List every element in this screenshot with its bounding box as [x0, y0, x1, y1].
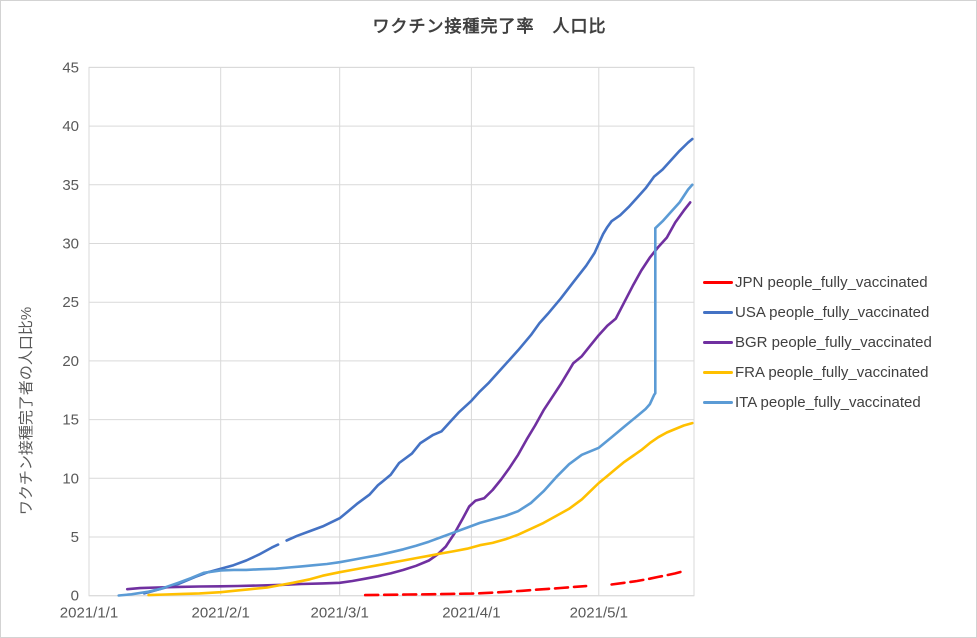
legend-label-jpn: JPN people_fully_vaccinated — [735, 273, 928, 291]
jpn-line-swatch-icon — [703, 280, 733, 284]
chart-title: ワクチン接種完了率 人口比 — [372, 17, 607, 36]
bgr-line-swatch-icon — [703, 340, 733, 344]
y-tick-label: 45 — [62, 59, 79, 76]
legend-label-ita: ITA people_fully_vaccinated — [735, 393, 921, 411]
legend: JPN people_fully_vaccinated USA people_f… — [703, 267, 976, 417]
series-line-jpn — [363, 570, 683, 597]
series-line-usa — [142, 137, 694, 595]
x-tick-label: 2021/2/1 — [192, 605, 250, 622]
y-tick-label: 25 — [62, 294, 79, 311]
ita-line-swatch-icon — [703, 400, 733, 404]
y-tick-label: 5 — [71, 529, 79, 546]
legend-item-bgr: BGR people_fully_vaccinated — [703, 327, 976, 357]
y-tick-label: 10 — [62, 470, 79, 487]
series-line-fra — [147, 421, 694, 597]
y-tick-label: 40 — [62, 118, 79, 135]
legend-label-fra: FRA people_fully_vaccinated — [735, 363, 929, 381]
legend-item-jpn: JPN people_fully_vaccinated — [703, 267, 976, 297]
y-tick-label: 15 — [62, 412, 79, 429]
y-tick-label: 35 — [62, 177, 79, 194]
fra-line-swatch-icon — [703, 370, 733, 374]
x-tick-label: 2021/4/1 — [442, 605, 500, 622]
usa-line-swatch-icon — [703, 310, 733, 314]
series-line-ita — [117, 183, 694, 597]
y-tick-label: 20 — [62, 353, 79, 370]
legend-label-bgr: BGR people_fully_vaccinated — [735, 333, 932, 351]
legend-item-usa: USA people_fully_vaccinated — [703, 297, 976, 327]
legend-item-ita: ITA people_fully_vaccinated — [703, 387, 976, 417]
x-tick-label: 2021/3/1 — [311, 605, 369, 622]
x-tick-label: 2021/5/1 — [570, 605, 628, 622]
legend-item-fra: FRA people_fully_vaccinated — [703, 357, 976, 387]
x-tick-label: 2021/1/1 — [60, 605, 118, 622]
legend-label-usa: USA people_fully_vaccinated — [735, 303, 930, 321]
series-line-bgr — [125, 201, 692, 591]
y-tick-label: 30 — [62, 236, 79, 253]
y-tick-label: 0 — [71, 588, 79, 605]
